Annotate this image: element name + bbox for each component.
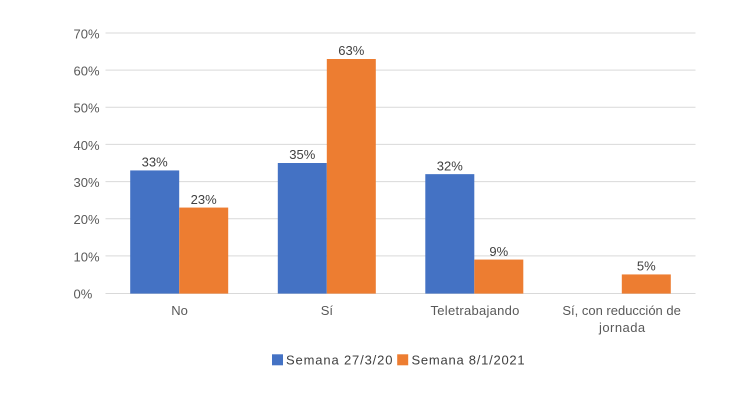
svg-text:0%: 0% (74, 286, 93, 301)
svg-text:Semana 27/3/20: Semana 27/3/20 (286, 353, 393, 368)
svg-text:63%: 63% (338, 43, 364, 58)
svg-text:Sí: Sí (321, 303, 334, 318)
svg-text:23%: 23% (191, 192, 217, 207)
svg-text:30%: 30% (74, 175, 100, 190)
svg-text:No: No (171, 303, 188, 318)
svg-text:jornada: jornada (598, 320, 646, 335)
svg-text:35%: 35% (289, 147, 315, 162)
svg-text:50%: 50% (74, 101, 100, 116)
svg-text:20%: 20% (74, 212, 100, 227)
svg-text:70%: 70% (74, 26, 100, 41)
svg-text:32%: 32% (437, 158, 463, 173)
svg-text:9%: 9% (489, 244, 508, 259)
svg-text:60%: 60% (74, 64, 100, 79)
svg-text:Teletrabajando: Teletrabajando (430, 303, 519, 318)
svg-text:Semana 8/1/2021: Semana 8/1/2021 (412, 353, 526, 368)
svg-text:33%: 33% (142, 155, 168, 170)
svg-text:5%: 5% (637, 259, 656, 274)
svg-text:40%: 40% (74, 138, 100, 153)
svg-text:Sí, con reducción de: Sí, con reducción de (562, 303, 681, 318)
svg-text:10%: 10% (74, 249, 100, 264)
